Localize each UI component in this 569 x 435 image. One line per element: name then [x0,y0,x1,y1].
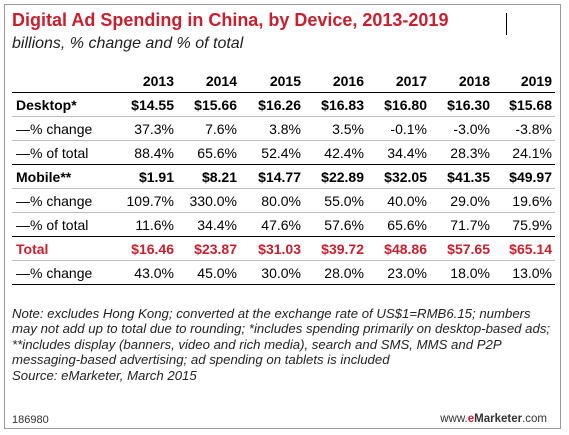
row-label: —% of total [12,140,113,165]
table-cell: 28.3% [430,140,493,165]
table-cell: 45.0% [177,260,240,285]
table-cell: 34.4% [367,140,430,165]
row-label: —% change [12,188,113,213]
table-cell: $14.55 [113,92,177,117]
table-cell: 28.0% [304,260,367,285]
table-cell: $39.72 [304,236,367,261]
table-cell: 19.6% [493,188,555,213]
table-cell: 80.0% [240,188,304,213]
table-cell: $41.35 [430,164,493,189]
table-cell: -3.0% [430,116,493,141]
chart-frame: Digital Ad Spending in China, by Device,… [4,4,561,429]
table-row: —% change 109.7% 330.0% 80.0% 55.0% 40.0% 29.0… [12,188,555,213]
table-cell: 109.7% [113,188,177,213]
table-cell: $22.89 [304,164,367,189]
table-cell: $16.30 [430,92,493,117]
table-cell: $1.91 [113,164,177,189]
brand-prefix: www. [440,413,468,425]
table-row: —% of total 88.4% 65.6% 52.4% 42.4% 34.4% 28.3… [12,140,555,165]
data-table: 2013 2014 2015 2016 2017 2018 2019 Deskt… [12,69,555,285]
column-header: 2013 [113,69,177,93]
column-header: 2018 [430,69,493,93]
table-cell: $49.97 [493,164,555,189]
brand-name: Marketer [474,413,523,425]
table-cell: $15.66 [177,92,240,117]
table-cell: 3.5% [304,116,367,141]
row-label: Mobile** [12,164,113,189]
row-label: —% of total [12,212,113,237]
table-cell: 23.0% [367,260,430,285]
footnote: Note: excludes Hong Kong; converted at t… [12,306,557,383]
row-label: Total [12,236,113,261]
chart-id: 186980 [12,414,49,426]
table-cell: 43.0% [113,260,177,285]
row-label: —% change [12,116,113,141]
table-row: —% of total 11.6% 34.4% 47.6% 57.6% 65.6% 71.7… [12,212,555,237]
table-cell: 88.4% [113,140,177,165]
row-label: Desktop* [12,92,113,117]
brand-e: e [467,413,475,425]
table-cell: 71.7% [430,212,493,237]
table-cell: $23.87 [177,236,240,261]
table-cell: 47.6% [240,212,304,237]
header-row: 2013 2014 2015 2016 2017 2018 2019 [12,69,555,93]
table-row: Total $16.46 $23.87 $31.03 $39.72 $48.86 $57.6… [12,236,555,261]
table-cell: 52.4% [240,140,304,165]
text-cursor [506,13,507,35]
table-cell: 18.0% [430,260,493,285]
table-row: Desktop* $14.55 $15.66 $16.26 $16.83 $16.80 $1… [12,92,555,117]
table-cell: 24.1% [493,140,555,165]
table-cell: $16.26 [240,92,304,117]
table-cell: $48.86 [367,236,430,261]
table-cell: $32.05 [367,164,430,189]
column-header: 2017 [367,69,430,93]
table-cell: 7.6% [177,116,240,141]
table-cell: 65.6% [177,140,240,165]
table-cell: 65.6% [367,212,430,237]
table-row: —% change 37.3% 7.6% 3.8% 3.5% -0.1% -3.0% -3.8… [12,116,555,141]
table-row: —% change 43.0% 45.0% 30.0% 28.0% 23.0% 18.0% 1… [12,260,555,285]
chart-title: Digital Ad Spending in China, by Device,… [12,10,449,30]
table-cell: 13.0% [493,260,555,285]
corner-cell [12,69,113,93]
note-text: Note: excludes Hong Kong; converted at t… [12,306,551,368]
table-cell: $65.14 [493,236,555,261]
table-cell: $16.46 [113,236,177,261]
table-cell: 330.0% [177,188,240,213]
table-cell: $31.03 [240,236,304,261]
table-cell: $16.83 [304,92,367,117]
table-cell: 29.0% [430,188,493,213]
table-cell: 30.0% [240,260,304,285]
table-cell: $8.21 [177,164,240,189]
table-cell: 11.6% [113,212,177,237]
column-header: 2014 [177,69,240,93]
table-cell: 3.8% [240,116,304,141]
table-cell: 40.0% [367,188,430,213]
brand-suffix: .com [522,413,547,425]
table-row: Mobile** $1.91 $8.21 $14.77 $22.89 $32.05 $41.… [12,164,555,189]
table-cell: $15.68 [493,92,555,117]
row-label: —% change [12,260,113,285]
table-cell: -0.1% [367,116,430,141]
table-cell: 42.4% [304,140,367,165]
source-text: Source: eMarketer, March 2015 [12,367,197,383]
table-cell: 55.0% [304,188,367,213]
table-cell: 75.9% [493,212,555,237]
table-cell: -3.8% [493,116,555,141]
column-header: 2015 [240,69,304,93]
table-cell: $57.65 [430,236,493,261]
column-header: 2016 [304,69,367,93]
table-body: Desktop* $14.55 $15.66 $16.26 $16.83 $16.80 $1… [12,92,555,285]
column-header: 2019 [493,69,555,93]
brand-logo: www.eMarketer.com [440,413,547,425]
table-cell: 37.3% [113,116,177,141]
table-cell: $14.77 [240,164,304,189]
table-cell: 57.6% [304,212,367,237]
table-cell: 34.4% [177,212,240,237]
table-cell: $16.80 [367,92,430,117]
chart-subtitle: billions, % change and % of total [12,35,244,52]
